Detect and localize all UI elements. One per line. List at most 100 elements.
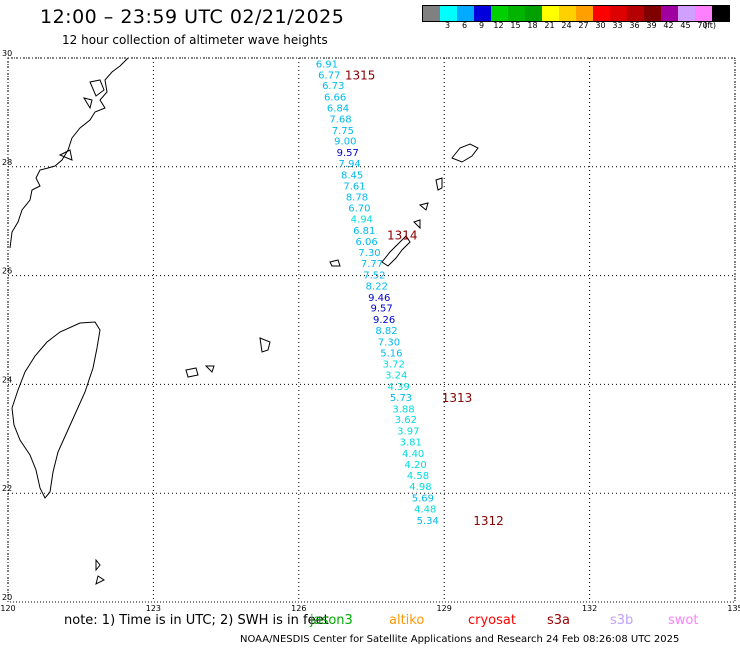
color-swatch	[423, 6, 440, 21]
wave-height-value: 6.77	[318, 70, 340, 81]
wave-height-value: 6.66	[324, 93, 346, 104]
island-north-coast	[58, 79, 105, 161]
color-swatch	[661, 6, 678, 21]
pass-number: 1315	[345, 68, 376, 82]
wave-height-value: 3.97	[397, 427, 419, 438]
color-swatch	[525, 6, 542, 21]
color-swatch	[440, 6, 457, 21]
wave-height-value: 8.45	[341, 170, 363, 181]
scale-label: 33	[612, 21, 623, 30]
scale-label: 6	[461, 21, 468, 30]
wave-height-value: 6.81	[353, 226, 375, 237]
wave-height-value: 5.34	[417, 516, 439, 527]
wave-height-value: 3.88	[392, 404, 414, 415]
wave-height-value: 7.94	[339, 159, 361, 170]
wave-height-value: 5.16	[380, 348, 402, 359]
wave-height-value: 3.81	[400, 438, 422, 449]
color-swatch	[457, 6, 474, 21]
credit-line: NOAA/NESDIS Center for Satellite Applica…	[240, 634, 680, 645]
satellite-legend-item: s3b	[610, 613, 634, 628]
ryukyu-islands	[329, 143, 479, 267]
satellite-legend-item: s3a	[547, 613, 571, 628]
scale-label: 21	[544, 21, 555, 30]
wave-height-value: 7.52	[363, 271, 385, 282]
wave-height-value: 7.77	[361, 259, 383, 270]
scale-label: 24	[561, 21, 572, 30]
satellite-legend-item: jason3	[310, 613, 353, 628]
wave-height-value: 7.61	[343, 181, 365, 192]
okinawa-island	[381, 235, 411, 267]
scale-label: 39	[646, 21, 657, 30]
color-scale-labels: 3 6 9 12 15 18 21 24 27 30 33 36 39 42 45 70	[422, 21, 711, 30]
scale-label: 27	[578, 21, 589, 30]
longitude-label: 135	[727, 604, 740, 613]
satellite-legend-item: altiko	[389, 613, 425, 628]
wave-height-value: 6.84	[327, 104, 349, 115]
color-scale-bar	[422, 5, 730, 22]
pass-number: 1312	[473, 514, 504, 528]
wave-height-value: 9.57	[337, 148, 359, 159]
scale-label: 70	[697, 21, 708, 30]
color-swatch	[644, 6, 661, 21]
wave-height-value: 8.22	[366, 281, 388, 292]
satellite-legend-item: swot	[668, 613, 699, 628]
sakishima-islands	[185, 337, 271, 378]
color-swatch	[491, 6, 508, 21]
altimeter-track: 6.916.776.736.666.847.687.759.009.577.94…	[316, 59, 439, 526]
wave-height-value: 3.62	[395, 415, 417, 426]
wave-height-value: 6.06	[356, 237, 378, 248]
wave-height-value: 7.68	[329, 114, 351, 125]
color-swatch	[627, 6, 644, 21]
scale-label: 15	[510, 21, 521, 30]
wave-height-value: 4.94	[351, 214, 373, 225]
wave-height-value: 9.26	[373, 315, 395, 326]
color-swatch	[559, 6, 576, 21]
color-swatch	[593, 6, 610, 21]
scale-label: 12	[493, 21, 504, 30]
latitude-label: 22	[2, 484, 12, 493]
wave-height-value: 7.75	[332, 126, 354, 137]
latitude-label: 28	[2, 158, 12, 167]
scale-label: 36	[629, 21, 640, 30]
wave-height-value: 6.73	[322, 81, 344, 92]
color-scale-unit: (ft)	[704, 21, 717, 30]
longitude-label: 132	[582, 604, 597, 613]
scale-label: 18	[527, 21, 538, 30]
longitude-label: 123	[146, 604, 161, 613]
color-swatch	[678, 6, 695, 21]
color-swatch	[695, 6, 712, 21]
wave-height-value: 9.57	[371, 304, 393, 315]
color-swatch	[712, 6, 729, 21]
wave-height-value: 4.40	[402, 449, 424, 460]
scale-label: 9	[478, 21, 485, 30]
longitude-label: 120	[0, 604, 15, 613]
wave-height-value: 3.24	[385, 371, 407, 382]
latitude-label: 30	[2, 49, 12, 58]
wave-height-value: 4.98	[409, 482, 431, 493]
wave-height-value: 8.82	[375, 326, 397, 337]
wave-height-value: 6.70	[348, 204, 370, 215]
scale-label: 30	[595, 21, 606, 30]
longitude-label: 129	[437, 604, 452, 613]
map-title: 12:00 – 23:59 UTC 02/21/2025	[40, 6, 345, 28]
color-swatch	[576, 6, 593, 21]
wave-height-value: 3.72	[383, 360, 405, 371]
taiwan-coastline	[11, 321, 101, 499]
scale-label: 42	[663, 21, 674, 30]
wave-height-value: 8.78	[346, 193, 368, 204]
wave-height-value: 4.39	[387, 382, 409, 393]
satellite-legend-item: cryosat	[468, 613, 516, 628]
scale-label: 45	[680, 21, 691, 30]
coastlines	[9, 57, 479, 585]
wave-height-value: 9.46	[368, 293, 390, 304]
color-swatch	[610, 6, 627, 21]
longitude-label: 126	[291, 604, 306, 613]
map-frame	[7, 57, 736, 603]
wave-height-value: 5.69	[412, 494, 434, 505]
axis-labels: 120 123 126 129 132 135 30 28 26 24 22 20	[0, 49, 740, 613]
wave-height-value: 4.20	[404, 460, 426, 471]
wave-height-value: 4.58	[407, 471, 429, 482]
color-swatch	[474, 6, 491, 21]
wave-height-value: 4.48	[414, 504, 436, 515]
